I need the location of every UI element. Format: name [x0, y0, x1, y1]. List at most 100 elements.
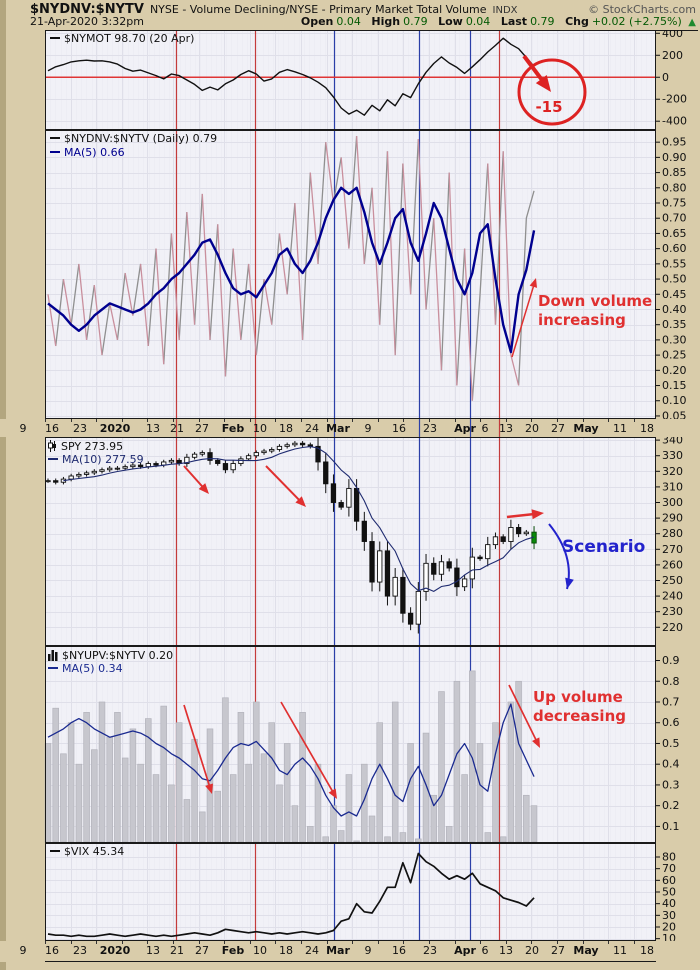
- y-tick-label: 0.8: [662, 675, 680, 688]
- legend-label: MA(5) 0.34: [62, 662, 123, 675]
- x-tick-label: 20: [525, 422, 539, 435]
- y-tick-label: 250: [662, 574, 683, 587]
- x-tick-label: Mar: [326, 422, 350, 435]
- y-tick-label: 10: [662, 932, 676, 941]
- x-tick-label: 2020: [99, 422, 131, 435]
- y-tick-label: 0.95: [662, 136, 687, 149]
- chart-datetime: 21-Apr-2020 3:32pm: [30, 15, 144, 28]
- exchange-label: INDX: [492, 5, 518, 16]
- y-tick-label: 0.10: [662, 394, 687, 407]
- x-tick-label: 16: [392, 422, 406, 435]
- nyupv-nytv-panel: 0.9 0.8 0.7 0.6 0.5 0.4 0.3 0.2 0.1: [44, 646, 680, 843]
- x-tick-label: 23: [73, 422, 87, 435]
- line-color-dash-icon: [50, 151, 60, 153]
- y-tick-label: 0.1: [662, 820, 680, 833]
- y-tick-label: 0.90: [662, 151, 687, 164]
- high-label: High: [371, 15, 401, 28]
- y-tick-label: 0.3: [662, 778, 680, 791]
- spy-ma-line: [63, 446, 535, 593]
- y-tick-label: 50: [662, 886, 676, 899]
- x-tick-label: 18: [640, 944, 654, 957]
- x-tick-label: Mar: [326, 944, 350, 957]
- open-value: 0.04: [336, 15, 361, 28]
- y-tick-label: 270: [662, 543, 683, 556]
- x-tick-label: 21: [170, 944, 184, 957]
- x-tick-label: 10: [253, 422, 267, 435]
- line-color-dash-icon: [48, 667, 58, 669]
- y-tick-label: 0.75: [662, 197, 687, 210]
- y-tick-label: 240: [662, 590, 683, 603]
- header-quote-row: 21-Apr-2020 3:32pm Open 0.04 High 0.79 Low…: [30, 15, 696, 28]
- y-tick-label: 0.2: [662, 799, 680, 812]
- $NYMOT-line: [47, 37, 535, 116]
- x-tick-label: 27: [195, 422, 209, 435]
- MA(5)-line: [47, 186, 536, 354]
- y-tick-label: -400: [662, 115, 687, 128]
- histogram-icon: [48, 649, 58, 664]
- y-tick-label: 0.40: [662, 303, 687, 316]
- y-tick-label: 60: [662, 874, 676, 887]
- y-tick-label: 0.4: [662, 758, 680, 771]
- open-label: Open: [300, 15, 334, 28]
- line-color-dash-icon: [50, 37, 60, 39]
- legend-vix: $VIX 45.34: [50, 846, 124, 858]
- low-label: Low: [438, 15, 463, 28]
- header-title-row: $NYDNV:$NYTV NYSE - Volume Declining/NYS…: [30, 2, 696, 17]
- x-tick-label: 27: [195, 944, 209, 957]
- candlesticks: [45, 437, 537, 634]
- y-tick-label: 260: [662, 558, 683, 571]
- y-tick-label: 0.65: [662, 227, 687, 240]
- legend-label: $VIX 45.34: [64, 845, 125, 858]
- legend-nydnv-nytv: $NYDNV:$NYTV (Daily) 0.79: [50, 133, 217, 145]
- y-tick-label: 30: [662, 909, 676, 922]
- gridlines: [45, 437, 656, 646]
- x-tick-label: Feb: [221, 944, 245, 957]
- y-tick-label: 320: [662, 465, 683, 478]
- x-tick-label: 13: [499, 944, 513, 957]
- x-tick-label: 2020: [99, 944, 131, 957]
- y-tick-label: 0.25: [662, 349, 687, 362]
- y-tick-label: 40: [662, 897, 676, 910]
- x-tick-label: 11: [613, 422, 627, 435]
- line-color-dash-icon: [48, 458, 58, 460]
- x-tick-label: 18: [279, 422, 293, 435]
- x-tick-label: 24: [305, 944, 319, 957]
- x-tick-label: 24: [305, 422, 319, 435]
- x-tick-label: 23: [73, 944, 87, 957]
- legend-nymot: $NYMOT 98.70 (20 Apr): [50, 33, 194, 45]
- chg-value: +0.02 (+2.75%): [591, 15, 682, 28]
- x-tick-label: 27: [551, 422, 565, 435]
- date-axis-bottom: 9 16 23 2020 13 21 27 Feb 10 18 24 Mar 9 16 23 Apr 6 13 20…: [0, 941, 700, 962]
- x-tick-label: 9: [364, 944, 372, 957]
- chg-label: Chg: [565, 15, 589, 28]
- y-tick-label: 0.30: [662, 333, 687, 346]
- legend-label: $NYDNV:$NYTV (Daily) 0.79: [64, 132, 218, 145]
- y-tick-label: 0.15: [662, 379, 687, 392]
- y-tick-label: 220: [662, 621, 683, 634]
- $VIX-line: [47, 852, 535, 938]
- ticker-description: NYSE - Volume Declining/NYSE - Primary M…: [149, 3, 487, 16]
- line-color-dash-icon: [50, 850, 60, 852]
- y-tick-label: -200: [662, 93, 687, 106]
- legend-nyupv-nytv: $NYUPV:$NYTV 0.20: [48, 649, 173, 664]
- y-tick-label: 290: [662, 512, 683, 525]
- x-tick-label: May: [573, 944, 599, 957]
- y-tick-label: 0.05: [662, 409, 687, 419]
- x-tick-label: 16: [45, 944, 59, 957]
- x-tick-label: 9: [19, 422, 27, 435]
- x-tick-label: Apr: [454, 944, 476, 957]
- legend-label: $NYMOT 98.70 (20 Apr): [64, 32, 195, 45]
- x-tick-label: 13: [499, 422, 513, 435]
- x-tick-label: Apr: [454, 422, 476, 435]
- legend-label: $NYUPV:$NYTV 0.20: [62, 649, 174, 662]
- y-tick-label: 280: [662, 527, 683, 540]
- x-tick-label: 20: [525, 944, 539, 957]
- y-tick-label: 330: [662, 449, 683, 462]
- x-tick-label: 16: [45, 422, 59, 435]
- x-tick-label: 6: [481, 422, 489, 435]
- x-tick-label: 11: [613, 944, 627, 957]
- x-tick-label: 10: [253, 944, 267, 957]
- y-tick-label: 0: [662, 71, 669, 84]
- y-tick-label: 300: [662, 496, 683, 509]
